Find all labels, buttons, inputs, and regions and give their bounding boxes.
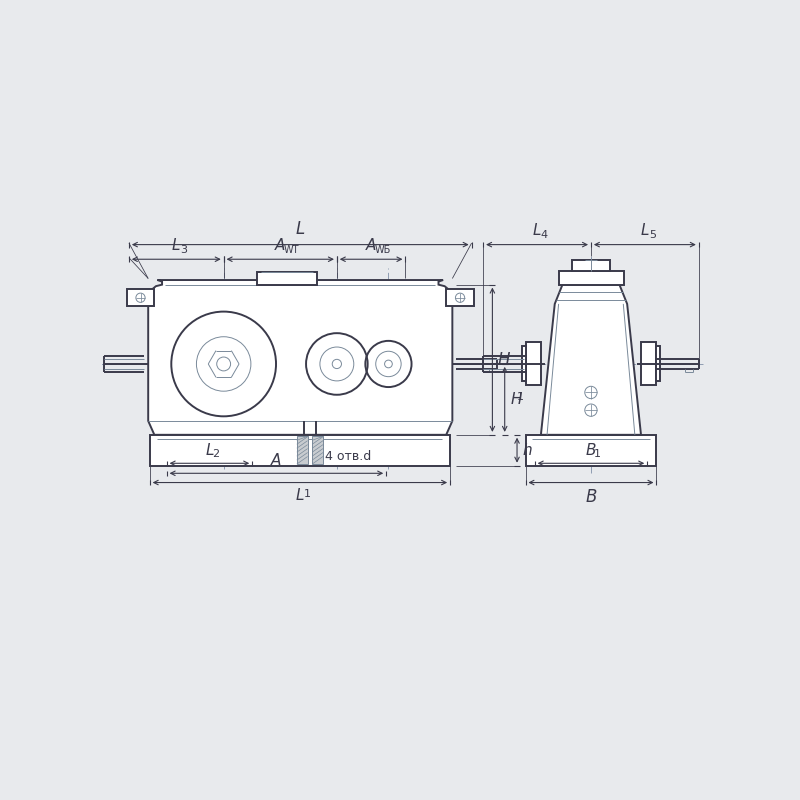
- Text: H: H: [510, 392, 522, 407]
- Text: 1: 1: [517, 392, 524, 402]
- Text: B: B: [586, 443, 596, 458]
- Bar: [522, 346, 526, 381]
- Text: 2: 2: [213, 450, 220, 459]
- Bar: [312, 436, 323, 464]
- Polygon shape: [541, 285, 641, 435]
- Polygon shape: [126, 289, 154, 306]
- Text: L: L: [172, 238, 181, 253]
- Text: A: A: [275, 238, 286, 253]
- Text: L: L: [296, 488, 304, 503]
- Text: 4: 4: [541, 230, 548, 240]
- Bar: [526, 435, 656, 466]
- Bar: [150, 435, 450, 466]
- Text: WБ: WБ: [374, 245, 390, 254]
- Text: L: L: [296, 221, 305, 238]
- Text: 5: 5: [649, 230, 656, 240]
- Bar: [572, 260, 610, 270]
- Text: 3: 3: [180, 245, 187, 254]
- Text: 1: 1: [304, 490, 310, 499]
- Text: L: L: [533, 223, 542, 238]
- Bar: [641, 342, 656, 385]
- Text: A: A: [366, 238, 376, 253]
- Text: WT: WT: [283, 245, 299, 254]
- Polygon shape: [446, 289, 474, 306]
- Bar: [526, 342, 541, 385]
- Text: L: L: [205, 443, 214, 458]
- Text: 1: 1: [594, 450, 601, 459]
- Text: L: L: [641, 223, 649, 238]
- Bar: [656, 346, 660, 381]
- Polygon shape: [148, 280, 452, 435]
- Bar: [297, 436, 307, 464]
- Bar: [257, 272, 317, 285]
- Text: 4 отв.d: 4 отв.d: [326, 450, 371, 462]
- Text: h: h: [522, 442, 532, 458]
- Text: B: B: [586, 488, 597, 506]
- Text: H: H: [498, 350, 510, 369]
- Bar: [558, 270, 624, 285]
- Text: A: A: [271, 453, 282, 468]
